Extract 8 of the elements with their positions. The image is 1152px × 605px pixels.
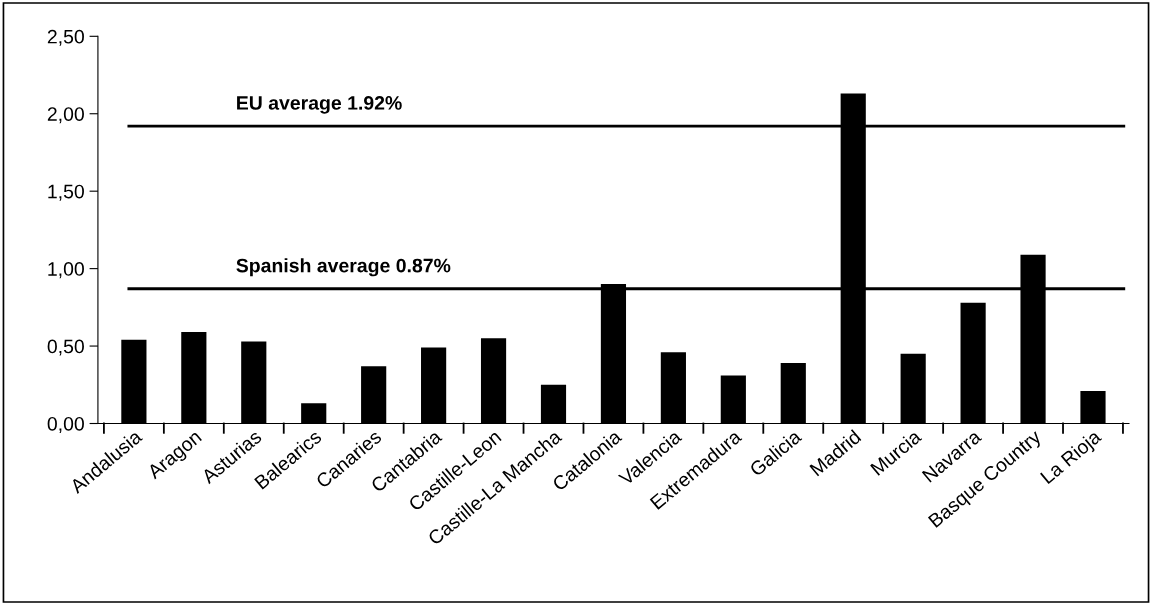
ref-line-label: EU average 1.92% [237,96,402,114]
y-tick-label: 2,00 [47,107,84,124]
y-tick-label: 0,50 [47,339,84,356]
y-tick-label: 2,50 [47,29,84,46]
y-tick-label: 0,00 [47,416,84,434]
y-tick-label: 1,00 [48,262,84,279]
y-tick-label: 1,50 [48,184,84,201]
ref-line-label: Spanish average 0.87% [236,258,451,277]
